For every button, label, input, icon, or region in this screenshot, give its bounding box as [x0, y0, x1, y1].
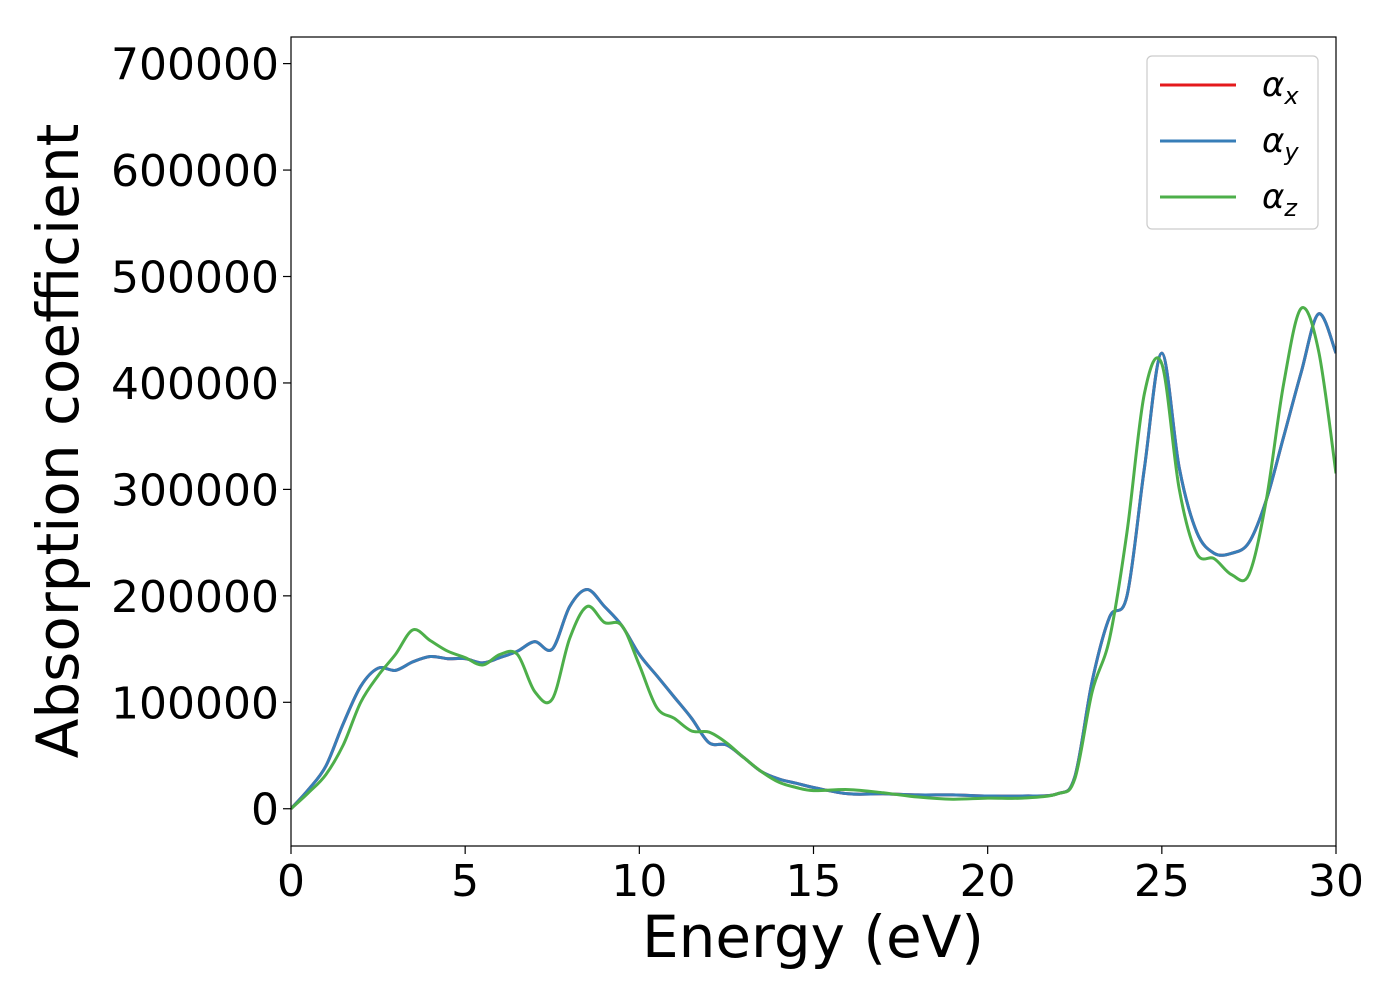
x-tick-label: 20: [960, 856, 1016, 907]
legend-entries: αx αy αz: [1160, 65, 1299, 222]
y-tick-label: 100000: [111, 678, 279, 729]
x-tick-label: 25: [1134, 856, 1190, 907]
x-tick-label: 5: [451, 856, 479, 907]
legend-label-y: αy: [1262, 121, 1299, 166]
legend-label-x: αx: [1262, 65, 1299, 110]
x-axis-ticks: 0 5 10 15 20 25 30: [277, 846, 1364, 907]
y-tick-label: 300000: [111, 465, 279, 516]
series-layer: [291, 306, 1336, 810]
x-axis-label: Energy (eV): [642, 903, 984, 971]
x-tick-label: 15: [786, 856, 842, 907]
y-tick-label: 400000: [111, 359, 279, 410]
x-tick-label: 0: [277, 856, 305, 907]
y-axis-ticks: 0 100000 200000 300000 400000 500000 600000 700…: [111, 40, 291, 836]
legend-label-z: αz: [1262, 177, 1298, 222]
y-axis-label: Absorption coefficient: [24, 124, 92, 759]
y-tick-label: 700000: [111, 40, 279, 91]
x-tick-label: 10: [611, 856, 667, 907]
series-line-z: [291, 306, 1336, 810]
y-tick-label: 0: [251, 785, 279, 836]
x-tick-label: 30: [1308, 856, 1364, 907]
legend: αx αy αz: [1146, 55, 1319, 230]
y-tick-label: 200000: [111, 572, 279, 623]
y-tick-label: 500000: [111, 253, 279, 304]
y-tick-label: 600000: [111, 146, 279, 197]
